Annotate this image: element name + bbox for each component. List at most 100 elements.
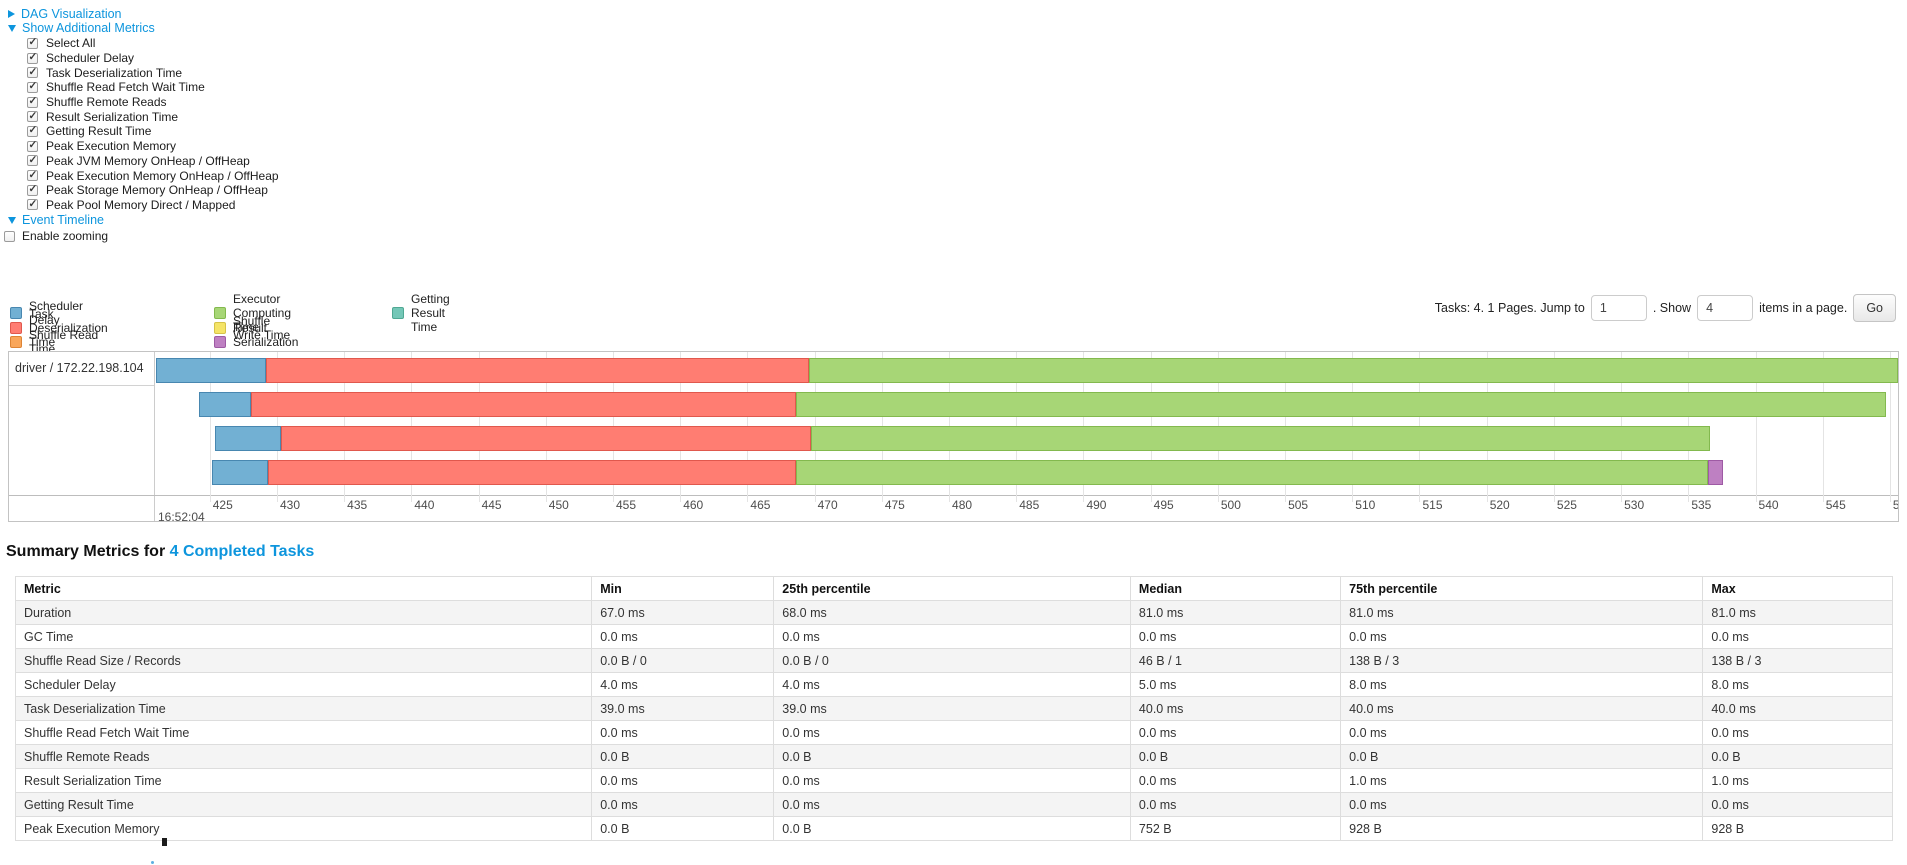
metric-checkbox-row[interactable]: Shuffle Remote Reads	[27, 95, 279, 110]
dag-visualization-link[interactable]: DAG Visualization	[21, 7, 122, 21]
enable-zooming-row[interactable]: Enable zooming	[4, 229, 108, 243]
metric-checkbox[interactable]	[27, 154, 38, 167]
metric-value-cell: 4.0 ms	[773, 672, 1131, 697]
axis-tick-label: 450	[548, 498, 569, 512]
show-additional-metrics-link[interactable]: Show Additional Metrics	[22, 21, 155, 35]
metric-value-cell: 40.0 ms	[1702, 696, 1893, 721]
go-button[interactable]: Go	[1853, 294, 1896, 322]
arrow-down-icon	[8, 24, 16, 32]
axis-tick-label: 440	[414, 498, 435, 512]
metric-checkbox[interactable]	[27, 198, 38, 211]
axis-tick-label: 505	[1288, 498, 1309, 512]
metric-value-cell: 81.0 ms	[1702, 600, 1893, 625]
event-timeline-toggle[interactable]: Event Timeline	[8, 213, 104, 227]
metric-checkbox-row[interactable]: Peak JVM Memory OnHeap / OffHeap	[27, 154, 279, 169]
task-bar-segment[interactable]	[156, 358, 267, 383]
legend-column: Scheduler Delay Task Deserialization Time…	[10, 299, 108, 356]
metric-checkbox[interactable]	[27, 80, 38, 93]
task-bar-segment[interactable]	[810, 426, 1710, 451]
metric-value-cell: 81.0 ms	[1340, 600, 1704, 625]
summary-column-header: 75th percentile	[1340, 576, 1704, 601]
axis-tick-label: 475	[884, 498, 905, 512]
legend-label: Shuffle Write Time	[233, 313, 291, 342]
metric-name-cell: Duration	[14, 600, 593, 625]
show-additional-metrics-toggle[interactable]: Show Additional Metrics	[8, 21, 155, 35]
metric-checkbox-row[interactable]: Peak Execution Memory OnHeap / OffHeap	[27, 168, 279, 183]
event-timeline-chart: driver / 172.22.198.104 425 430 435 440 445 4…	[8, 351, 1899, 522]
metric-checkbox-row[interactable]: Result Serialization Time	[27, 109, 279, 124]
task-bar-segment[interactable]	[267, 460, 796, 485]
metric-checkbox[interactable]	[27, 51, 38, 64]
completed-tasks-link[interactable]: 4 Completed Tasks	[169, 543, 315, 560]
metric-value-cell: 0.0 ms	[1129, 768, 1342, 793]
task-bar-segment[interactable]	[266, 358, 810, 383]
table-row: Shuffle Read Size / Records 0.0 B / 0 0.0 …	[14, 648, 1893, 673]
metric-checkbox-row[interactable]: Peak Storage Memory OnHeap / OffHeap	[27, 183, 279, 198]
metric-checkbox-row[interactable]: Getting Result Time	[27, 124, 279, 139]
arrow-right-icon	[8, 10, 15, 18]
metric-checkbox-label: Peak Execution Memory OnHeap / OffHeap	[46, 168, 279, 183]
metric-checkbox-row[interactable]: Select All	[27, 36, 279, 51]
metric-checkbox[interactable]	[27, 66, 38, 79]
summary-column-header: 25th percentile	[773, 576, 1131, 601]
summary-column-header: Max	[1702, 576, 1893, 601]
metric-checkbox-row[interactable]: Scheduler Delay	[27, 51, 279, 66]
metric-checkbox[interactable]	[27, 36, 38, 49]
dag-visualization-toggle[interactable]: DAG Visualization	[8, 7, 122, 21]
metric-checkbox-row[interactable]: Peak Pool Memory Direct / Mapped	[27, 198, 279, 213]
metric-checkbox[interactable]	[27, 169, 38, 182]
metric-checkbox[interactable]	[27, 124, 38, 137]
task-bar-segment[interactable]	[809, 358, 1898, 383]
legend-label: Scheduler Delay	[29, 299, 84, 328]
task-bar-segment[interactable]	[281, 426, 811, 451]
axis-gridline	[209, 352, 211, 502]
metric-value-cell: 0.0 B	[773, 816, 1131, 841]
metric-value-cell: 0.0 ms	[1129, 624, 1342, 649]
task-bar-segment[interactable]	[795, 460, 1709, 485]
task-bar-segment[interactable]	[212, 460, 268, 485]
axis-tick-label: 550	[1892, 498, 1898, 512]
metric-checkbox-label: Peak Storage Memory OnHeap / OffHeap	[46, 183, 268, 198]
table-row: Scheduler Delay 4.0 ms 4.0 ms 5.0 ms 8.0 ms 8…	[14, 672, 1893, 697]
task-bar-segment[interactable]	[1708, 460, 1724, 485]
metric-value-cell: 0.0 B / 0	[591, 648, 775, 673]
task-bar-segment[interactable]	[199, 392, 252, 417]
jump-to-page-input[interactable]	[1590, 295, 1647, 321]
axis-tick-label: 445	[481, 498, 502, 512]
metric-value-cell: 1.0 ms	[1702, 768, 1893, 793]
metric-value-cell: 0.0 ms	[1340, 624, 1704, 649]
axis-tick-label: 455	[616, 498, 637, 512]
axis-tick-label: 530	[1624, 498, 1645, 512]
metric-value-cell: 40.0 ms	[1340, 696, 1704, 721]
axis-tick-label: 520	[1489, 498, 1510, 512]
table-row: Result Serialization Time 0.0 ms 0.0 ms 0.0…	[14, 768, 1893, 793]
metric-value-cell: 4.0 ms	[591, 672, 775, 697]
legend-item: Scheduler Delay	[10, 299, 108, 327]
metric-value-cell: 0.0 ms	[773, 720, 1131, 745]
enable-zooming-checkbox[interactable]	[4, 230, 15, 242]
metric-value-cell: 0.0 ms	[591, 768, 775, 793]
task-bar-segment[interactable]	[795, 392, 1886, 417]
axis-tick-label: 500	[1220, 498, 1241, 512]
metric-value-cell: 0.0 ms	[1702, 624, 1893, 649]
event-timeline-link[interactable]: Event Timeline	[22, 213, 104, 227]
metric-checkbox-row[interactable]: Shuffle Read Fetch Wait Time	[27, 80, 279, 95]
metric-value-cell: 0.0 B / 0	[773, 648, 1131, 673]
metric-checkbox-label: Select All	[46, 36, 96, 51]
task-bar-segment[interactable]	[251, 392, 796, 417]
metric-checkbox[interactable]	[27, 183, 38, 196]
metric-checkbox[interactable]	[27, 139, 38, 152]
metric-checkbox-row[interactable]: Task Deserialization Time	[27, 65, 279, 80]
metric-checkbox[interactable]	[27, 95, 38, 108]
text-cursor-artifact	[162, 838, 167, 846]
axis-tick-label: 535	[1691, 498, 1712, 512]
metric-name-cell: Shuffle Remote Reads	[14, 744, 593, 769]
metric-checkbox-label: Scheduler Delay	[46, 51, 135, 66]
metric-value-cell: 1.0 ms	[1340, 768, 1704, 793]
task-deserialization-time-swatch-icon	[10, 321, 22, 334]
task-bar-segment[interactable]	[215, 426, 281, 451]
metric-checkbox-row[interactable]: Peak Execution Memory	[27, 139, 279, 154]
axis-gridline	[1755, 352, 1757, 502]
metric-checkbox[interactable]	[27, 110, 38, 123]
items-per-page-input[interactable]	[1697, 295, 1754, 321]
